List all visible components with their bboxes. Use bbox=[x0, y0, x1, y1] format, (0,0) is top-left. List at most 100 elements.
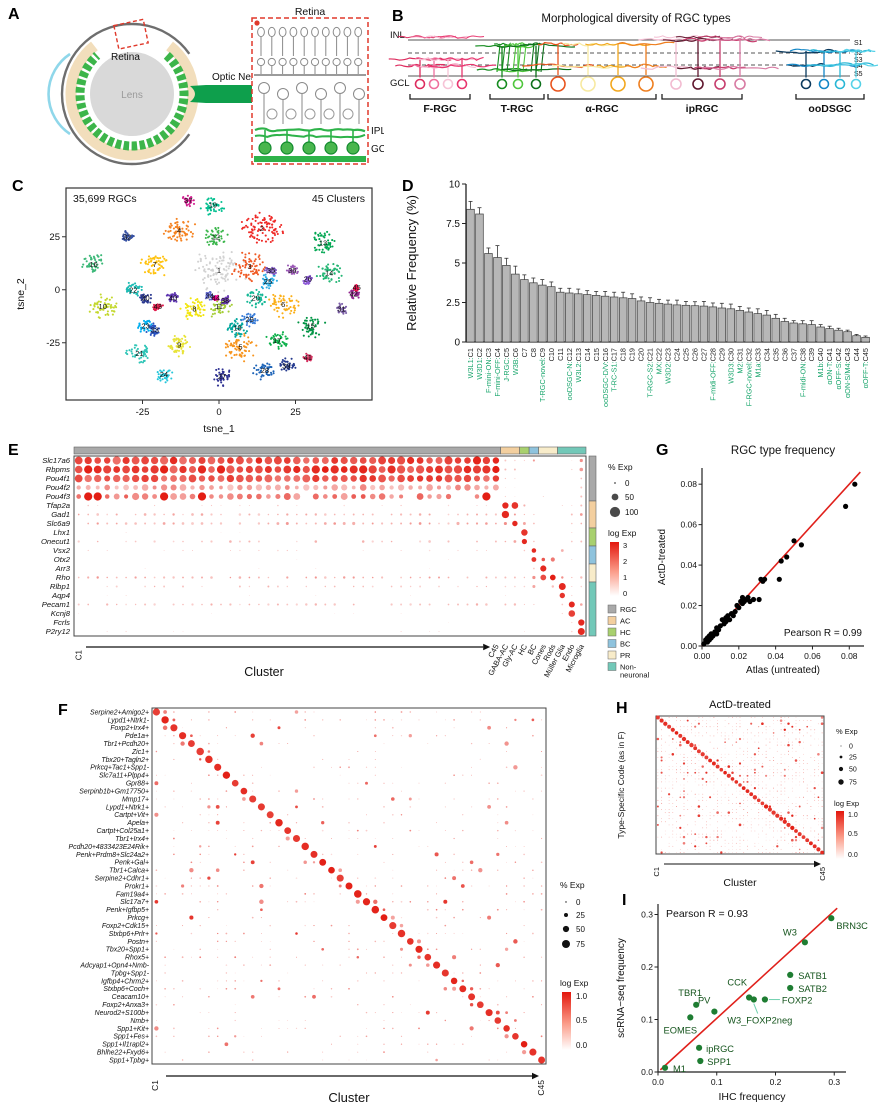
scatter-g-title: RGC type frequency bbox=[731, 445, 835, 457]
rgc-group-ipRGC: ipRGC bbox=[638, 35, 779, 115]
svg-text:0.0: 0.0 bbox=[641, 1067, 653, 1077]
svg-text:2: 2 bbox=[623, 557, 627, 566]
svg-text:40: 40 bbox=[169, 294, 177, 303]
svg-text:Slc17a6: Slc17a6 bbox=[42, 456, 71, 465]
svg-text:Lhx1: Lhx1 bbox=[53, 528, 70, 537]
svg-text:-25: -25 bbox=[46, 338, 60, 349]
svg-text:AC: AC bbox=[620, 617, 631, 626]
svg-text:C7: C7 bbox=[520, 348, 529, 357]
svg-text:0: 0 bbox=[576, 898, 581, 907]
svg-text:Zic1+: Zic1+ bbox=[131, 749, 149, 756]
svg-text:100: 100 bbox=[625, 508, 639, 517]
svg-text:PR: PR bbox=[620, 651, 631, 660]
eye-schematic: Lens Optic Nerve Retina Retina IPL GCL bbox=[47, 6, 392, 166]
svg-text:0: 0 bbox=[849, 744, 853, 751]
svg-text:C15: C15 bbox=[592, 348, 601, 361]
svg-text:Spp1+Tpbg+: Spp1+Tpbg+ bbox=[109, 1057, 149, 1064]
svg-text:75: 75 bbox=[849, 780, 857, 787]
svg-text:Lypd1+Ntrk1-: Lypd1+Ntrk1- bbox=[108, 717, 150, 724]
svg-text:33: 33 bbox=[151, 326, 159, 335]
svg-text:10: 10 bbox=[99, 302, 107, 311]
svg-text:neuronal: neuronal bbox=[620, 671, 650, 680]
svg-text:16: 16 bbox=[89, 260, 97, 269]
svg-text:0.0: 0.0 bbox=[576, 1041, 588, 1050]
panel-label-b: B bbox=[392, 8, 404, 25]
svg-text:0.08: 0.08 bbox=[841, 651, 858, 661]
svg-text:Foxp2+Anxa3+: Foxp2+Anxa3+ bbox=[102, 1002, 149, 1009]
svg-text:0.06: 0.06 bbox=[804, 651, 821, 661]
svg-text:C36: C36 bbox=[780, 348, 789, 361]
svg-text:W3D3:C30: W3D3:C30 bbox=[726, 348, 735, 384]
svg-text:W3L2:C13: W3L2:C13 bbox=[574, 348, 583, 382]
svg-text:Otx2: Otx2 bbox=[54, 555, 71, 564]
svg-text:W3_FOXP2neg: W3_FOXP2neg bbox=[727, 1016, 792, 1026]
svg-text:0.04: 0.04 bbox=[680, 560, 697, 570]
rgc-morphology-diagram: Morphological diversity of RGC types INL G… bbox=[388, 13, 878, 115]
svg-text:18: 18 bbox=[233, 323, 241, 332]
svg-text:Spp1+Fes+: Spp1+Fes+ bbox=[113, 1034, 149, 1041]
svg-text:C24: C24 bbox=[673, 348, 682, 361]
svg-text:6: 6 bbox=[281, 300, 285, 309]
svg-text:% Exp: % Exp bbox=[608, 462, 633, 472]
svg-text:C19: C19 bbox=[628, 348, 637, 361]
svg-text:BRN3C: BRN3C bbox=[836, 921, 868, 931]
gcl-label: GCL bbox=[390, 78, 410, 89]
dotplot-h-title: ActD-treated bbox=[709, 699, 771, 711]
svg-text:F-RGC-novel:C32: F-RGC-novel:C32 bbox=[744, 348, 753, 406]
svg-text:C27: C27 bbox=[700, 348, 709, 361]
panel-e-class-marker-dotplot: Slc17a6 Rbpms Pou4f1 Pou4f2 Pou4f3 Tfap2a Gad1… bbox=[4, 436, 652, 698]
svg-text:F-mini-OFF:C4: F-mini-OFF:C4 bbox=[493, 348, 502, 397]
panel-c-tsne-plot: 1 2 3 4 5 6 7 8 9 10 11 12 13 14 15 16 17 18 19 20 21 22 23 24 2… bbox=[8, 172, 400, 436]
svg-text:1.0: 1.0 bbox=[576, 992, 588, 1001]
bottom-labels: C1 C45 Cluster bbox=[652, 860, 827, 889]
svg-text:Tbr1+Irx4+: Tbr1+Irx4+ bbox=[115, 836, 149, 843]
svg-text:Pcdh20+4833423E24Rik+: Pcdh20+4833423E24Rik+ bbox=[69, 844, 149, 851]
svg-text:ipRGC: ipRGC bbox=[706, 1044, 734, 1054]
svg-text:W3D2:C23: W3D2:C23 bbox=[664, 348, 673, 384]
svg-text:2: 2 bbox=[260, 224, 264, 233]
svg-text:Pou4f1: Pou4f1 bbox=[46, 474, 70, 483]
scatter-i-ylabel: scRNA−seq frequency bbox=[616, 938, 627, 1038]
gene-labels: Slc17a6RbpmsPou4f1Pou4f2Pou4f3Tfap2aGad1… bbox=[41, 456, 71, 636]
tsne-clusters bbox=[81, 194, 361, 388]
svg-text:SATB2: SATB2 bbox=[798, 984, 827, 994]
svg-text:25: 25 bbox=[576, 911, 585, 920]
svg-text:C11: C11 bbox=[556, 348, 565, 361]
svg-text:W3D1:C2: W3D1:C2 bbox=[475, 348, 484, 380]
row-class-strip bbox=[588, 455, 597, 637]
svg-text:T-RGC-novel:C9: T-RGC-novel:C9 bbox=[538, 348, 547, 402]
bottom-labels: C1 C45 Cluster bbox=[150, 1072, 546, 1105]
svg-text:Neurod2+S100b+: Neurod2+S100b+ bbox=[95, 1010, 149, 1017]
svg-text:22: 22 bbox=[129, 285, 137, 294]
svg-text:Slc6a9: Slc6a9 bbox=[46, 519, 70, 528]
bars bbox=[466, 200, 870, 343]
svg-text:Pecam1: Pecam1 bbox=[42, 600, 70, 609]
rgc-group-ooDSGC: ooDSGC bbox=[775, 48, 878, 115]
eye-diagram: Lens Optic Nerve Retina bbox=[47, 18, 282, 166]
svg-text:8: 8 bbox=[192, 304, 196, 313]
svg-text:T-RGC-S2:C21: T-RGC-S2:C21 bbox=[646, 348, 655, 397]
svg-text:F-midi-ON:C38: F-midi-ON:C38 bbox=[798, 348, 807, 397]
dotplot-h-xlabel: Cluster bbox=[723, 877, 757, 889]
svg-text:Stxbp6+Prlr+: Stxbp6+Prlr+ bbox=[109, 931, 149, 938]
panel-b-rgc-morphology: Morphological diversity of RGC types INL G… bbox=[386, 2, 878, 172]
svg-text:Nmb+: Nmb+ bbox=[130, 1018, 149, 1025]
svg-text:J-RGC:C5: J-RGC:C5 bbox=[502, 348, 511, 382]
svg-text:αON-S/M4:C43: αON-S/M4:C43 bbox=[843, 348, 852, 398]
svg-text:29: 29 bbox=[245, 315, 253, 324]
svg-text:M1b:C40: M1b:C40 bbox=[816, 348, 825, 378]
svg-text:0: 0 bbox=[623, 589, 627, 598]
ihc-scatter: 0.0 0.1 0.2 0.3 0.0 0.1 0.2 0.3 M1 SPP1 ipRGC EOMES… bbox=[616, 904, 868, 1103]
svg-text:0.0: 0.0 bbox=[848, 852, 858, 859]
svg-text:HC: HC bbox=[620, 628, 631, 637]
tsne-cell-count: 35,699 RGCs bbox=[73, 193, 137, 205]
svg-text:W3B:C6: W3B:C6 bbox=[511, 348, 520, 375]
svg-text:Cartpt+Col25a1+: Cartpt+Col25a1+ bbox=[97, 828, 149, 835]
svg-text:21: 21 bbox=[135, 349, 143, 358]
svg-text:Rhox5+: Rhox5+ bbox=[125, 955, 149, 962]
class-marker-dotplot: Slc17a6RbpmsPou4f1Pou4f2Pou4f3Tfap2aGad1… bbox=[41, 446, 650, 680]
svg-text:C37: C37 bbox=[789, 348, 798, 361]
